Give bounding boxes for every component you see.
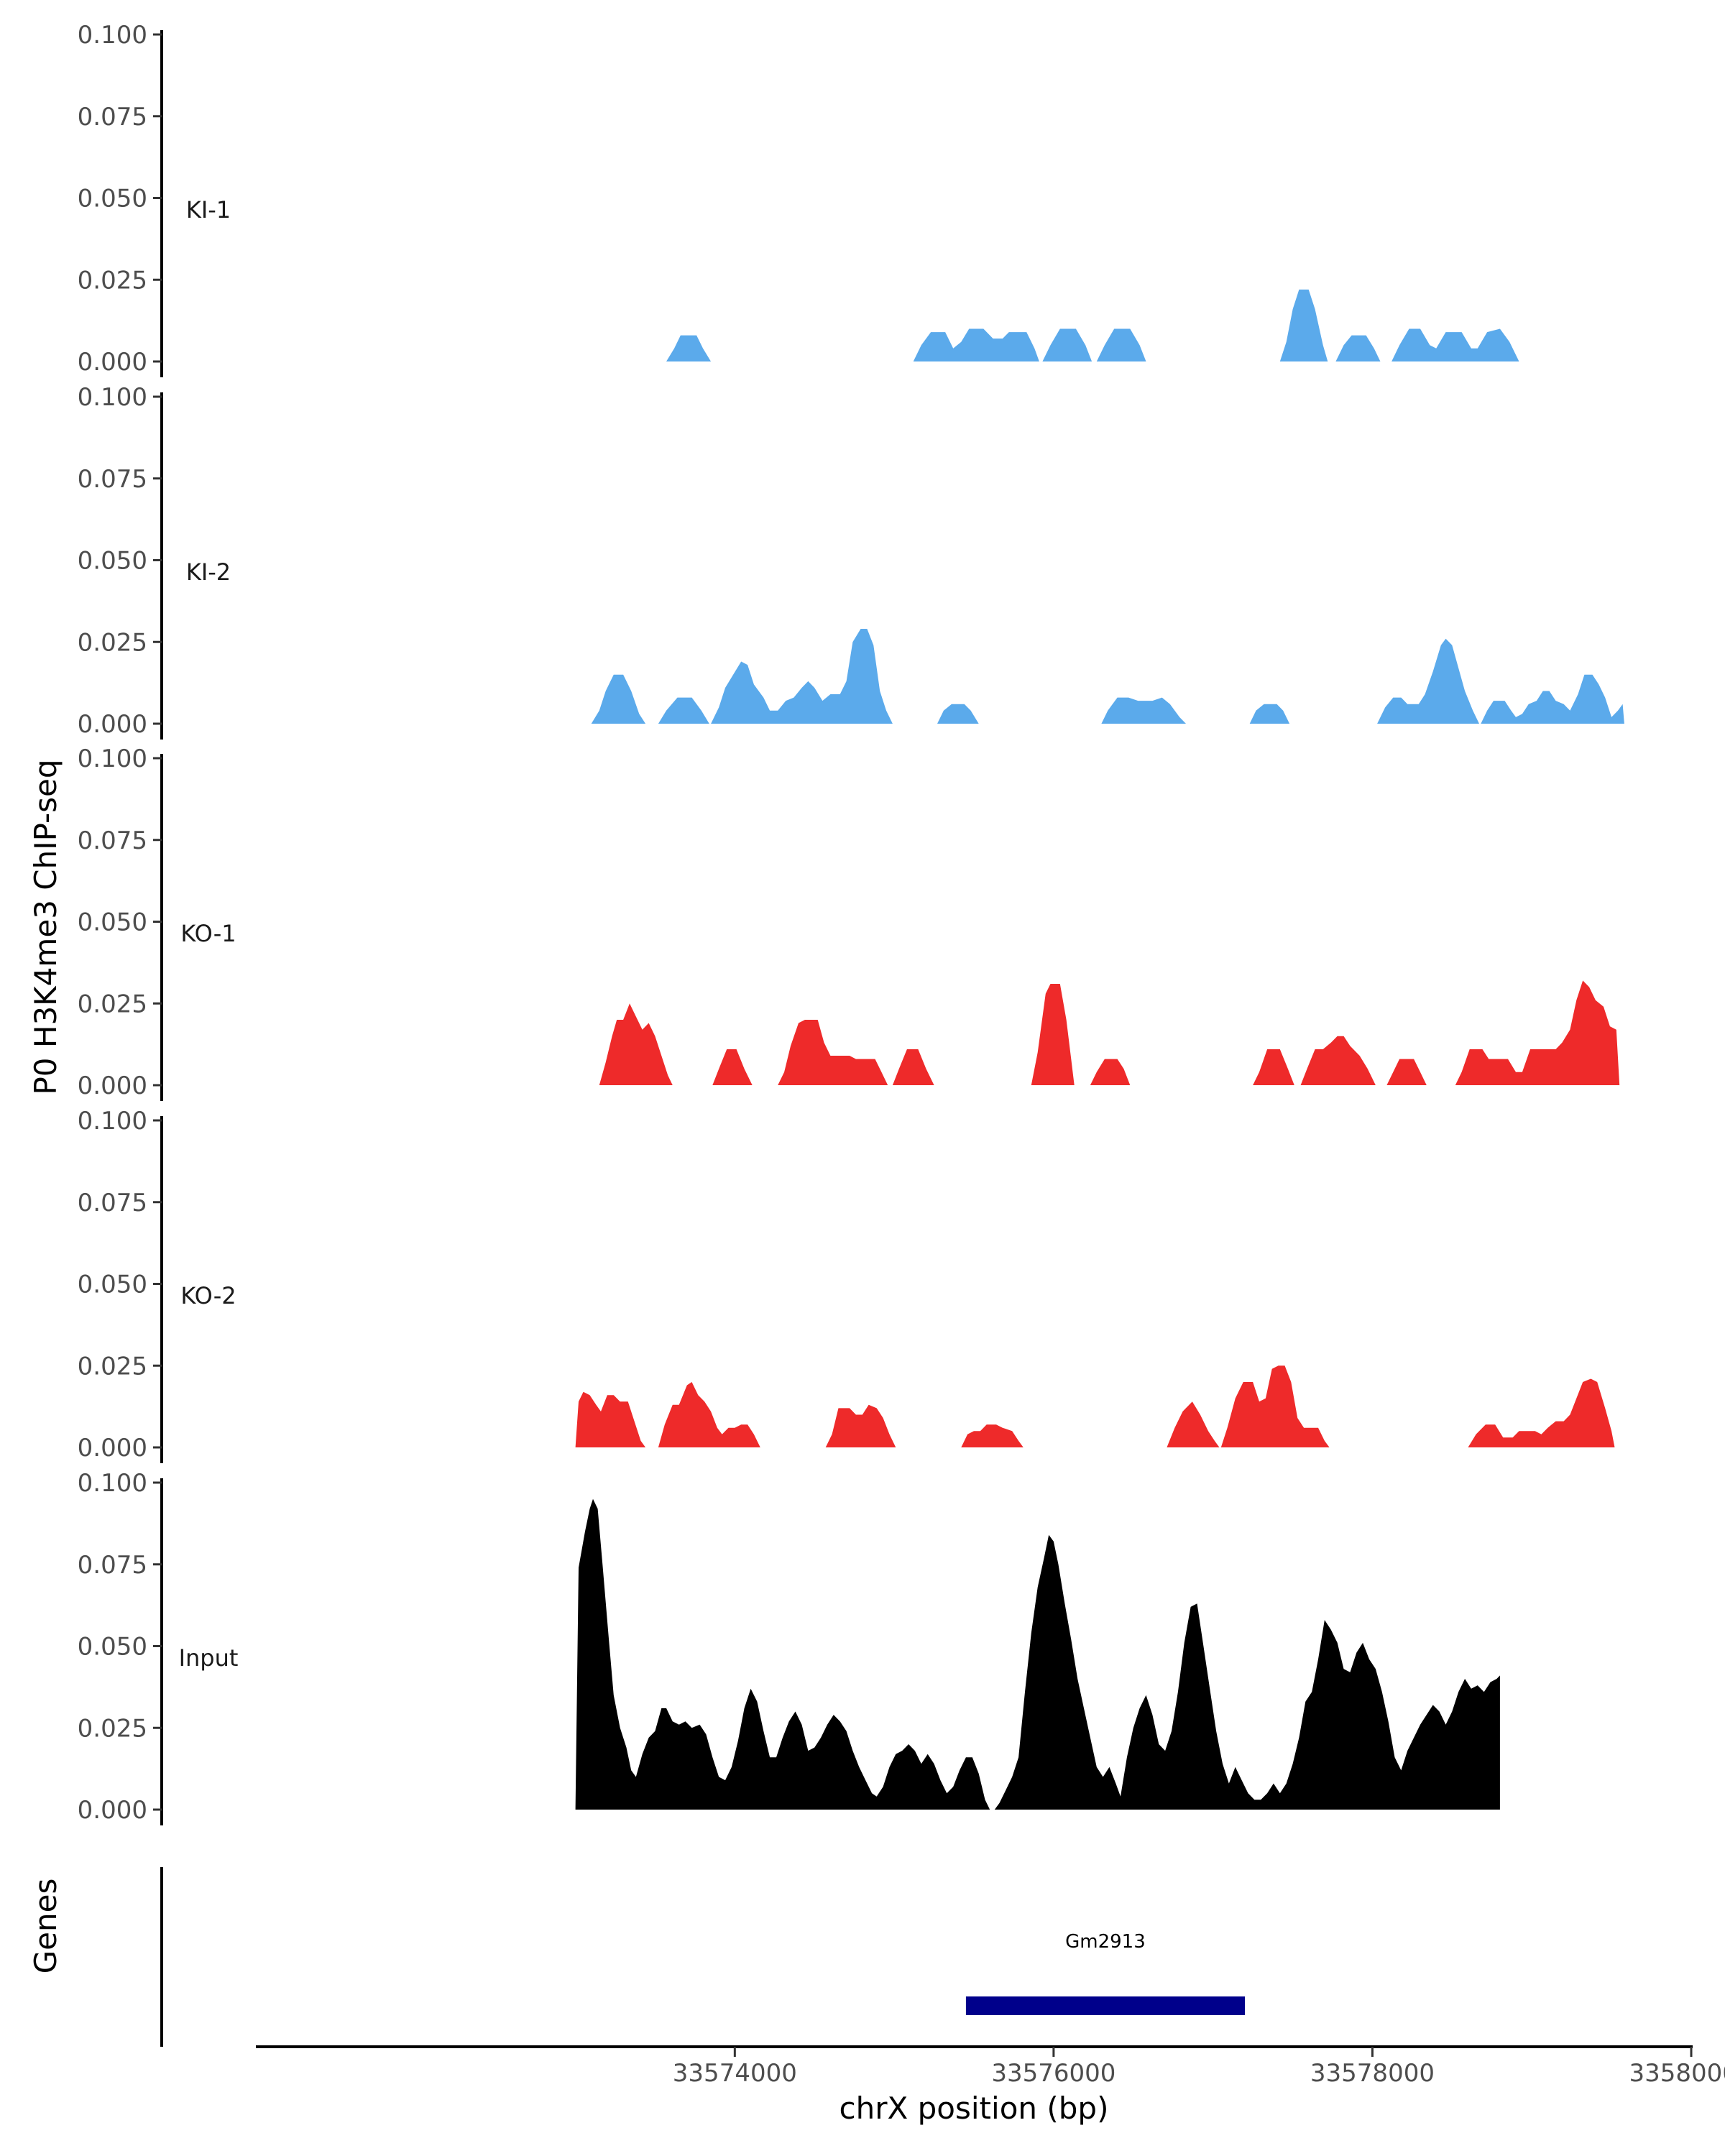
signal-peak [937,704,979,724]
y-tick-label: 0.100 [78,21,147,50]
track-ko-1: 0.000 0.025 0.050 0.075 0.100 KO-1 [78,745,1620,1101]
y-tick-label: 0.050 [78,908,147,937]
y-tick-label: 0.050 [78,1271,147,1299]
gene-track: Gm2913 [160,1867,1246,2047]
signal-peak [591,674,646,724]
y-tick-label: 0.075 [78,1189,147,1217]
signal-peak [658,697,709,724]
signal-peak [1377,638,1479,724]
signal-peak [575,1391,646,1447]
tracks-layer: 0.0000.0250.0500.0750.100KI-10.0000.0250… [78,21,1624,1825]
track-ki-2: 0.000 0.025 0.050 0.075 0.100 KI-2 [78,383,1624,740]
signal-peak [666,335,712,361]
signal-peak [1101,697,1186,724]
x-axis-title: chrX position (bp) [840,2091,1109,2126]
y-tick-label: 0.075 [78,1551,147,1580]
signal-peak [1090,1059,1131,1085]
track-label: KO-1 [180,920,236,947]
signal-peak [1455,980,1620,1085]
signal-peak [1220,1365,1330,1447]
signal-peak [1300,1036,1376,1085]
gene-bar [965,1996,1246,2015]
signal-peak [1249,704,1290,724]
track-label: KI-2 [186,558,231,586]
track-ko-2: 0.000 0.025 0.050 0.075 0.100 KO-2 [78,1107,1615,1463]
signal-peak [599,1003,673,1085]
signal-peak [1167,1401,1220,1447]
track-input: 0.000 0.025 0.050 0.075 0.100 Input [78,1469,1500,1825]
x-tick-label: 33578000 [1310,2059,1435,2088]
y-tick-label: 0.000 [78,1434,147,1462]
signal-peak [1335,335,1381,361]
y-tick-label: 0.050 [78,547,147,576]
y-axis-title: P0 H3K4me3 ChIP-seq [28,759,63,1095]
y-tick-label: 0.025 [78,1352,147,1381]
track-ki-1: 0.000 0.025 0.050 0.075 0.100 KI-1 [78,21,1519,377]
track-label: KI-1 [186,196,231,224]
signal-peak [1042,328,1092,361]
y-tick-label: 0.000 [78,348,147,377]
signal-peak [778,1020,888,1085]
y-tick-label: 0.000 [78,1796,147,1825]
signal-peak [825,1404,896,1447]
y-tick-label: 0.025 [78,1714,147,1743]
track-label: KO-2 [180,1282,236,1309]
x-tick-label: 33576000 [991,2059,1116,2088]
track-label: Input [179,1644,239,1672]
signal-peak [575,1498,990,1810]
x-axis: 33574000 33576000 33578000 33580000 [256,2045,1725,2088]
y-tick-label: 0.100 [78,1469,147,1498]
gene-label: Gm2913 [1065,1931,1146,1953]
signal-peak [1392,328,1519,361]
y-tick-label: 0.025 [78,628,147,657]
y-tick-label: 0.075 [78,465,147,494]
x-tick-label: 33580000 [1629,2059,1725,2088]
signal-peak [994,1534,1500,1810]
y-tick-label: 0.050 [78,1633,147,1662]
y-tick-label: 0.075 [78,826,147,855]
y-tick-label: 0.025 [78,990,147,1018]
signal-peak [711,629,893,724]
y-tick-label: 0.100 [78,383,147,412]
y-tick-label: 0.000 [78,1072,147,1100]
x-tick-label: 33574000 [673,2059,797,2088]
y-tick-label: 0.075 [78,103,147,132]
signal-peak [961,1424,1024,1447]
signal-peak [913,328,1039,361]
signal-peak [1253,1049,1294,1085]
y-tick-label: 0.050 [78,185,147,213]
y-tick-label: 0.100 [78,1107,147,1135]
y-tick-label: 0.025 [78,266,147,295]
signal-peak [892,1049,934,1085]
signal-peak [1279,289,1328,361]
gene-track-title: Genes [28,1879,63,1974]
signal-peak [1386,1059,1427,1085]
signal-peak [1481,674,1624,724]
signal-peak [1468,1378,1615,1447]
signal-peak [712,1049,753,1085]
signal-peak [658,1382,760,1447]
signal-peak [1031,984,1075,1085]
y-tick-label: 0.100 [78,745,147,773]
signal-peak [1096,328,1146,361]
y-tick-label: 0.000 [78,710,147,739]
